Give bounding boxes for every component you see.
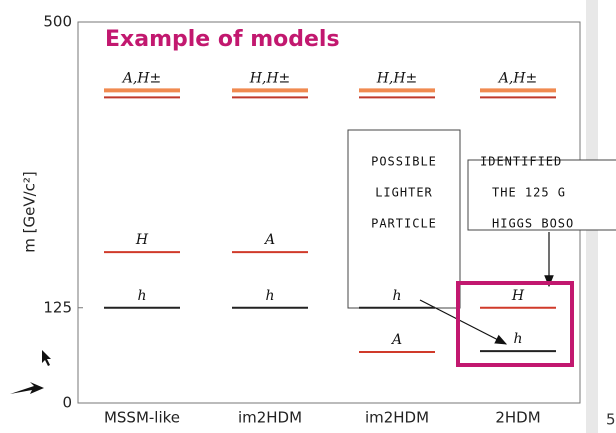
level-label: H xyxy=(135,232,149,248)
cursor xyxy=(42,350,51,366)
level-label: A,H± xyxy=(121,70,162,86)
chart-title: Example of models xyxy=(105,27,340,52)
x-tick-label: MSSM-like xyxy=(104,409,180,427)
callout-box xyxy=(467,159,616,231)
highlight-box xyxy=(456,281,574,367)
x-tick-label: im2HDM xyxy=(365,409,429,427)
callout-text: IDENTIFIED xyxy=(480,155,562,169)
level-label: h xyxy=(513,331,522,347)
level-label: A xyxy=(390,332,402,348)
x-tick-label: im2HDM xyxy=(238,409,302,427)
pointer-arrow xyxy=(10,382,44,394)
y-tick-label: 125 xyxy=(43,298,72,316)
level-label: h xyxy=(392,288,401,304)
callout-text: THE 125 G xyxy=(492,186,566,200)
level-label: A,H± xyxy=(497,70,538,86)
callout-text: PARTICLE xyxy=(371,217,437,231)
y-axis-label: m [GeV/c²] xyxy=(21,171,39,253)
level-label: H,H± xyxy=(249,70,291,86)
level-label: A xyxy=(263,232,275,248)
level-label: H xyxy=(511,288,525,304)
callout-text: LIGHTER xyxy=(375,186,433,200)
callouts: POSSIBLE LIGHTER PARTICLE IDENTIFIED THE 125… xyxy=(347,129,616,345)
level-label: h xyxy=(137,288,146,304)
level-label: h xyxy=(265,288,274,304)
callout-text: POSSIBLE xyxy=(371,155,437,169)
level-label: H,H± xyxy=(376,70,418,86)
page-number: 5 xyxy=(606,411,616,429)
y-tick-label: 0 xyxy=(62,394,72,412)
x-tick-label: 2HDM xyxy=(495,409,540,427)
callout-text: HIGGS BOSO xyxy=(492,217,574,231)
y-tick-label: 500 xyxy=(43,13,72,31)
